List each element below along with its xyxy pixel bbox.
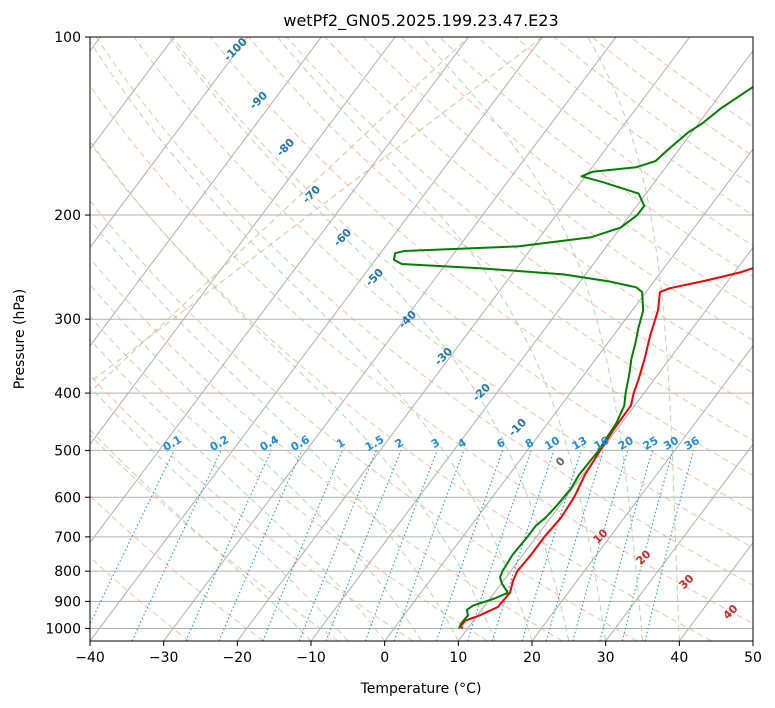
x-tick-label: −40 xyxy=(75,650,105,666)
x-tick-label: 40 xyxy=(670,650,688,666)
mixing-ratio-line xyxy=(262,450,343,641)
isotherm-gridline xyxy=(384,148,753,641)
x-tick-label: −30 xyxy=(149,650,179,666)
dry-adiabat xyxy=(362,37,753,341)
y-tick-label: 100 xyxy=(54,30,81,46)
plot-frame xyxy=(89,36,754,642)
isotherm-gridline xyxy=(531,345,753,641)
x-tick-label: 10 xyxy=(449,650,467,666)
dry-adiabat xyxy=(133,37,753,549)
grid-layer xyxy=(90,37,753,641)
mixing-ratio-line xyxy=(621,450,674,641)
isotherm-gridline xyxy=(90,37,543,641)
mixing-ratio-line xyxy=(491,450,555,641)
reference-curve xyxy=(90,37,543,384)
x-axis: −40 −30 −20 −10 0 10 20 30 40 50 xyxy=(75,641,762,666)
isotherm-gridline xyxy=(90,37,396,446)
isotherm-gridline xyxy=(90,37,249,249)
x-tick-label: −20 xyxy=(223,650,253,666)
mixing-ratio-line xyxy=(545,450,604,641)
y-tick-label: 500 xyxy=(54,443,81,459)
dry-adiabat xyxy=(400,37,753,309)
moist-adiabat xyxy=(90,429,312,641)
isotherm-gridline xyxy=(163,37,617,641)
mixing-ratio-line xyxy=(325,450,402,641)
mixing-ratio-line xyxy=(364,450,438,641)
dry-adiabat xyxy=(210,37,753,477)
y-tick-label: 200 xyxy=(54,208,81,224)
dry-adiabat xyxy=(90,142,712,641)
x-tick-label: 30 xyxy=(597,650,615,666)
moist-adiabat xyxy=(90,338,386,641)
dry-adiabat xyxy=(90,200,638,641)
mixing-ratio-line xyxy=(521,450,582,641)
moist-adiabat xyxy=(90,386,349,641)
mixing-ratio-line xyxy=(572,450,629,641)
moist-adiabat xyxy=(90,283,422,641)
dry-adiabat xyxy=(95,37,753,586)
series-layer xyxy=(392,85,753,630)
moist-adiabat xyxy=(90,219,459,641)
moist-adiabat xyxy=(420,37,643,641)
x-tick-label: 20 xyxy=(523,650,541,666)
mixing-ratio-line xyxy=(298,450,377,641)
temperature-profile-line xyxy=(459,267,753,630)
mixing-ratio-line xyxy=(435,450,504,641)
dry-adiabat xyxy=(90,374,414,641)
y-axis-label: Pressure (hPa) xyxy=(12,289,28,389)
isotherm-gridline xyxy=(90,37,175,150)
moist-adiabat xyxy=(90,40,533,641)
y-tick-label: 700 xyxy=(54,530,81,546)
mixing-ratio-line xyxy=(185,450,272,641)
dry-adiabat xyxy=(171,37,753,512)
y-tick-label: 800 xyxy=(54,564,81,580)
moist-adiabat xyxy=(587,37,680,641)
dry-adiabat xyxy=(248,37,753,442)
x-tick-label: −10 xyxy=(296,650,326,666)
isotherm-gridline xyxy=(90,37,470,544)
mixing-ratio-line xyxy=(644,450,695,641)
dry-adiabat xyxy=(90,84,753,625)
x-axis-label: Temperature (°C) xyxy=(360,681,482,697)
y-tick-label: 900 xyxy=(54,594,81,610)
y-axis: 100 200 300 400 500 600 700 800 900 1000 xyxy=(45,30,90,637)
moist-adiabat xyxy=(168,37,570,641)
moist-adiabat xyxy=(276,37,607,641)
mixing-ratio-line xyxy=(599,450,653,641)
y-tick-label: 1000 xyxy=(45,621,81,637)
y-tick-label: 600 xyxy=(54,490,81,506)
isotherm-gridline xyxy=(236,37,691,641)
mixing-ratio-line xyxy=(393,450,465,641)
x-tick-label: 50 xyxy=(744,650,762,666)
isotherm-gridline xyxy=(605,443,753,641)
isotherm-gridline xyxy=(457,246,753,641)
chart-title: wetPf2_GN05.2025.199.23.47.E23 xyxy=(283,11,558,31)
y-tick-label: 300 xyxy=(54,312,81,328)
x-tick-label: 0 xyxy=(380,650,389,666)
dewpoint-profile-line xyxy=(392,85,753,629)
y-tick-label: 400 xyxy=(54,386,81,402)
mixing-ratio-line xyxy=(218,450,303,641)
isotherm-gridline xyxy=(310,49,753,641)
isotherm-gridline xyxy=(90,37,322,347)
